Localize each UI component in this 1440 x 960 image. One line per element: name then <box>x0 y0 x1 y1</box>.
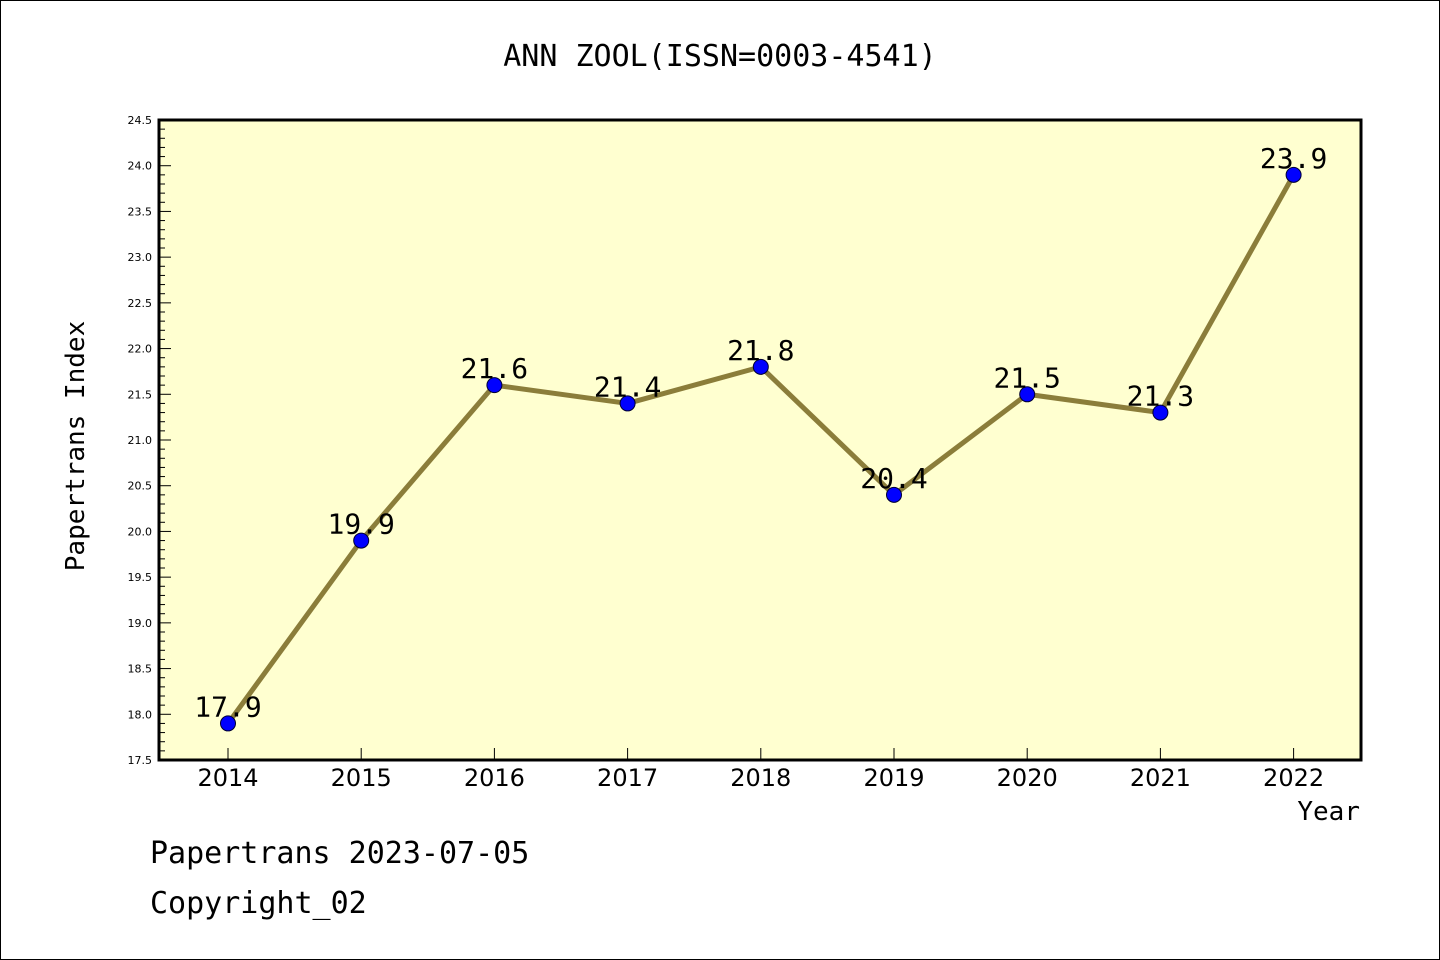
data-label: 17.9 <box>194 690 261 723</box>
data-point <box>619 395 636 412</box>
y-tick-label: 18.5 <box>128 663 153 676</box>
data-point <box>486 377 503 394</box>
y-tick-label: 20.0 <box>128 525 153 538</box>
y-tick-label: 18.0 <box>128 708 153 721</box>
data-point <box>752 358 769 375</box>
data-label: 21.5 <box>993 361 1060 394</box>
y-axis: 17.5 18.0 18.5 19.0 19.5 20.0 20.5 21.0 21.5 22.0… <box>128 114 171 767</box>
footer-date: Papertrans 2023-07-05 <box>150 836 529 871</box>
x-tick-label: 2017 <box>597 764 658 792</box>
y-tick-label: 19.5 <box>128 571 153 584</box>
data-label: 20.4 <box>860 462 927 495</box>
y-tick-label: 23.5 <box>128 205 153 218</box>
y-tick-label: 21.0 <box>128 434 153 447</box>
x-tick-label: 2015 <box>331 764 392 792</box>
x-tick-label: 2022 <box>1263 764 1324 792</box>
data-label: 21.3 <box>1127 380 1194 413</box>
data-point <box>1019 386 1036 403</box>
y-tick-label: 22.5 <box>128 297 153 310</box>
plot-area <box>157 118 1363 762</box>
y-tick-label: 21.5 <box>128 388 153 401</box>
data-markers <box>220 166 1302 732</box>
y-tick-label: 20.5 <box>128 480 153 493</box>
x-tick-label: 2020 <box>997 764 1058 792</box>
x-tick-label: 2021 <box>1130 764 1191 792</box>
y-tick-label: 23.0 <box>128 251 153 264</box>
x-tick-label: 2018 <box>730 764 791 792</box>
data-label: 23.9 <box>1260 142 1327 175</box>
y-tick-label: 22.0 <box>128 343 153 356</box>
data-label: 21.6 <box>461 352 528 385</box>
y-axis-label: Papertrans Index <box>61 321 91 571</box>
x-tick-label: 2016 <box>464 764 525 792</box>
data-point <box>1152 404 1169 421</box>
x-axis-label: Year <box>1297 797 1360 827</box>
chart-title: ANN ZOOL(ISSN=0003-4541) <box>503 39 936 74</box>
y-tick-label: 24.0 <box>128 160 153 173</box>
x-tick-label: 2019 <box>863 764 924 792</box>
y-tick-label: 17.5 <box>128 754 153 767</box>
y-tick-label: 19.0 <box>128 617 153 630</box>
data-point <box>1285 166 1302 183</box>
footer-copyright: Copyright_02 <box>150 886 367 921</box>
data-label: 21.8 <box>727 334 794 367</box>
data-labels: 17.9 19.9 21.6 21.4 21.8 20.4 21.5 21.3 23.9 <box>194 142 1327 724</box>
data-label: 21.4 <box>594 370 661 403</box>
data-point <box>353 532 370 549</box>
x-axis: 2014 2015 2016 2017 2018 2019 2020 2021 2022 <box>197 748 1324 792</box>
data-point <box>220 715 236 732</box>
data-point <box>886 486 902 503</box>
data-label: 19.9 <box>327 508 394 541</box>
x-tick-label: 2014 <box>197 764 258 792</box>
y-tick-label: 24.5 <box>128 114 153 127</box>
